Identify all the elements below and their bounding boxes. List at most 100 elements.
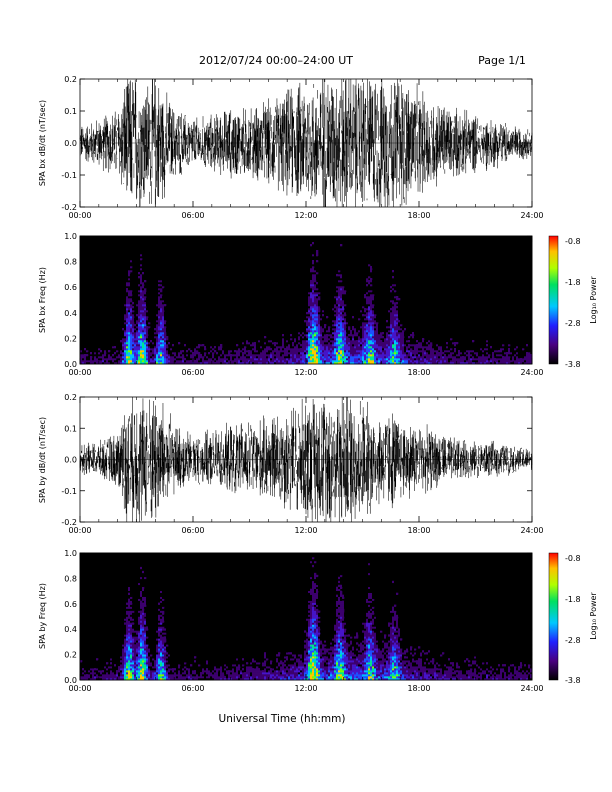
heatmap-cell [216,346,219,349]
heatmap-cell [426,352,429,355]
heatmap-cell [336,306,339,309]
y-tick-label: 0.2 [64,75,77,84]
heatmap-cell [438,348,441,351]
heatmap-cell [326,346,329,349]
heatmap-cell [454,360,457,363]
heatmap-cell [212,362,215,365]
heatmap-cell [110,356,113,359]
heatmap-cell [342,290,345,293]
heatmap-cell [474,362,477,365]
heatmap-cell [340,338,343,341]
heatmap-cell [466,316,469,319]
heatmap-cell [402,340,405,343]
heatmap-cell [352,256,355,259]
heatmap-cell [140,298,143,301]
heatmap-cell [102,328,105,331]
heatmap-cell [140,338,143,341]
heatmap-cell [302,346,305,349]
heatmap-cell [374,306,377,309]
heatmap-cell [374,298,377,301]
heatmap-cell [354,240,357,243]
heatmap-cell [398,332,401,335]
heatmap-cell [248,340,251,343]
heatmap-cell [458,306,461,309]
heatmap-cell [144,354,147,357]
heatmap-cell [84,302,87,305]
heatmap-cell [318,362,321,365]
heatmap-cell [158,280,161,283]
heatmap-cell [368,306,371,309]
heatmap-cell [130,286,133,289]
heatmap-cell [276,350,279,353]
heatmap-cell [134,334,137,337]
heatmap-cell [242,310,245,313]
heatmap-cell [338,320,341,323]
heatmap-cell [202,350,205,353]
heatmap-cell [340,346,343,349]
heatmap-cell [402,356,405,359]
heatmap-cell [342,334,345,337]
heatmap-cell [314,280,317,283]
heatmap-cell [160,344,163,347]
heatmap-cell [266,346,269,349]
heatmap-cell [124,316,127,319]
heatmap-cell [224,352,227,355]
heatmap-cell [328,328,331,331]
heatmap-cell [154,348,157,351]
heatmap-cell [270,328,273,331]
heatmap-cell [184,344,187,347]
heatmap-cell [434,328,437,331]
heatmap-cell [156,344,159,347]
heatmap-cell [342,304,345,307]
heatmap-cell [352,262,355,265]
heatmap-cell [494,350,497,353]
heatmap-cell [384,360,387,363]
heatmap-cell [132,330,135,333]
heatmap-cell [390,354,393,357]
heatmap-cell [138,336,141,339]
heatmap-cell [278,350,281,353]
heatmap-cell [476,362,479,365]
heatmap-cell [292,356,295,359]
heatmap-cell [324,332,327,335]
heatmap-cell [310,266,313,269]
heatmap-cell [90,336,93,339]
heatmap-cell [408,356,411,359]
heatmap-cell [374,312,377,315]
heatmap-cell [314,312,317,315]
heatmap-cell [308,344,311,347]
heatmap-cell [224,340,227,343]
heatmap-cell [460,348,463,351]
heatmap-cell [394,336,397,339]
heatmap-cell [142,274,145,277]
heatmap-cell [248,350,251,353]
heatmap-cell [294,296,297,299]
heatmap-cell [396,320,399,323]
heatmap-cell [344,280,347,283]
heatmap-cell [470,360,473,363]
heatmap-cell [448,346,451,349]
heatmap-cell [218,352,221,355]
heatmap-cell [370,298,373,301]
heatmap-cell [176,358,179,361]
heatmap-cell [292,354,295,357]
heatmap-cell [252,332,255,335]
heatmap-cell [310,262,313,265]
heatmap-cell [414,340,417,343]
heatmap-cell [366,296,369,299]
heatmap-cell [128,312,131,315]
heatmap-cell [302,340,305,343]
heatmap-cell [194,352,197,355]
heatmap-cell [156,316,159,319]
heatmap-cell [160,304,163,307]
heatmap-cell [308,362,311,365]
heatmap-cell [104,356,107,359]
heatmap-cell [320,332,323,335]
heatmap-cell [206,346,209,349]
heatmap-cell [312,344,315,347]
heatmap-cell [312,256,315,259]
heatmap-cell [98,360,101,363]
heatmap-cell [364,272,367,275]
heatmap-cell [486,350,489,353]
heatmap-cell [334,246,337,249]
